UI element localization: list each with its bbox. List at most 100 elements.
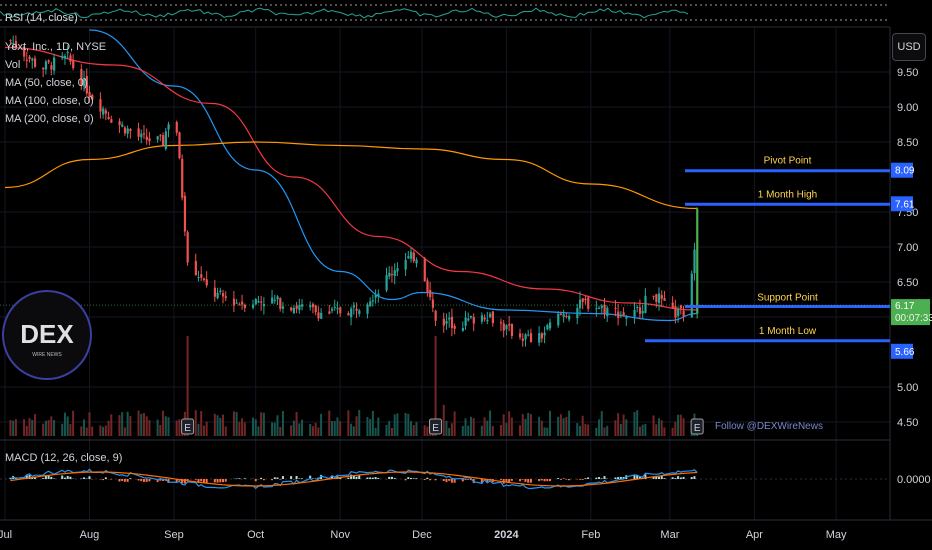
volume-bar <box>118 415 121 436</box>
candle-body <box>164 131 167 150</box>
volume-bar <box>295 411 298 436</box>
volume-bar <box>660 420 663 436</box>
macd-hist-bar <box>331 476 333 479</box>
macd-hist-bar <box>222 479 224 483</box>
volume-bar <box>162 410 165 436</box>
macd-value: 0.0000 <box>897 474 931 486</box>
volume-bar <box>576 423 579 436</box>
candle-body <box>159 135 162 137</box>
level-name: 1 Month High <box>758 189 817 200</box>
volume-bar <box>480 425 483 436</box>
macd-hist-bar <box>486 479 489 483</box>
volume-bar <box>243 422 246 436</box>
candle-body <box>9 40 12 42</box>
volume-bar <box>546 427 549 436</box>
macd-hist-bar <box>339 477 342 479</box>
candle-body <box>137 128 140 137</box>
currency-button[interactable]: USD <box>892 33 926 61</box>
candle-body <box>66 52 69 54</box>
volume-bar <box>9 420 12 436</box>
volume-bar <box>366 417 369 436</box>
volume-bar <box>276 415 279 436</box>
volume-bar <box>598 419 601 436</box>
candle-body <box>63 55 67 59</box>
candle-body <box>219 290 222 292</box>
candle-body <box>350 308 353 318</box>
macd-hist-bar <box>617 477 620 479</box>
candle-body <box>483 317 486 320</box>
volume-bar <box>102 426 105 436</box>
macd-hist-bar <box>61 475 64 479</box>
macd-hist-bar <box>309 475 312 479</box>
candle-body <box>581 298 584 302</box>
candle-body <box>80 69 83 87</box>
volume-bar <box>619 423 622 436</box>
volume-bar <box>434 336 437 436</box>
time-axis[interactable]: Jul Aug Sep Oct Nov Dec 2024 Feb Mar Apr May <box>0 529 847 541</box>
indicator-ma100[interactable]: MA (100, close, 0) <box>5 95 94 107</box>
macd-hist-bar <box>213 479 216 483</box>
indicator-ma50[interactable]: MA (50, close, 0) <box>5 77 88 89</box>
price-tick-label: 4.50 <box>897 417 918 429</box>
macd-hist-bar <box>581 479 584 480</box>
volume-bar <box>317 427 320 436</box>
macd-hist-bar <box>521 479 524 480</box>
indicator-vol[interactable]: Vol <box>5 59 20 71</box>
time-tick-label: Dec <box>412 529 432 541</box>
macd-hist-bar <box>587 477 590 479</box>
candle-body <box>42 67 45 70</box>
candle-body <box>145 136 148 141</box>
macd-hist-bar <box>568 479 571 481</box>
macd-hist-bar <box>63 477 66 479</box>
candles <box>9 35 699 347</box>
macd-hist-bar <box>448 479 451 481</box>
time-tick-label: Apr <box>746 529 763 541</box>
macd-hist-bar <box>200 479 203 482</box>
macd-hist-bar <box>121 479 124 481</box>
macd-hist-bar <box>295 475 298 479</box>
volume-bar <box>540 420 543 436</box>
macd-hist-bar <box>358 475 361 479</box>
macd-hist-bar <box>508 479 511 483</box>
candle-body <box>614 307 617 309</box>
candle-body <box>426 280 429 293</box>
candle-body <box>448 317 451 320</box>
candle-body <box>617 311 620 319</box>
macd-hist-bar <box>47 474 50 479</box>
macd-hist-bar <box>238 478 241 479</box>
volume-bar <box>281 411 284 436</box>
macd-hist-bar <box>562 478 565 479</box>
candle-body <box>524 334 527 340</box>
indicator-ma200[interactable]: MA (200, close, 0) <box>5 113 94 125</box>
macd-hist-bar <box>682 476 685 479</box>
volume-bar <box>595 427 598 436</box>
candle-body <box>486 319 489 322</box>
candle-body <box>538 333 541 343</box>
volume-bar <box>224 426 227 436</box>
candle-body <box>276 296 279 300</box>
earnings-marker-letter: E <box>184 423 191 434</box>
candle-body <box>243 304 246 308</box>
macd-hist-bar <box>614 477 617 479</box>
macd-hist-bar <box>658 476 660 479</box>
macd-hist-bar <box>578 479 581 480</box>
level-name: Pivot Point <box>764 156 812 167</box>
macd-hist-bar <box>415 478 418 479</box>
candle-body <box>309 305 312 308</box>
volume-bar <box>557 416 560 436</box>
volume-bar <box>347 410 350 436</box>
volume-bar <box>524 418 527 436</box>
candle-body <box>298 305 301 310</box>
candle-body <box>519 333 522 338</box>
volume-bar <box>641 424 644 436</box>
volume-bar <box>91 426 94 436</box>
macd-hist-bar <box>388 476 391 479</box>
volume-bar <box>549 410 551 436</box>
volume-bar <box>519 425 522 436</box>
volume-bar <box>25 425 28 436</box>
rsi-pane: RSI (14, close) <box>0 4 890 24</box>
volume-bar <box>197 423 200 436</box>
candle-body <box>587 297 590 309</box>
